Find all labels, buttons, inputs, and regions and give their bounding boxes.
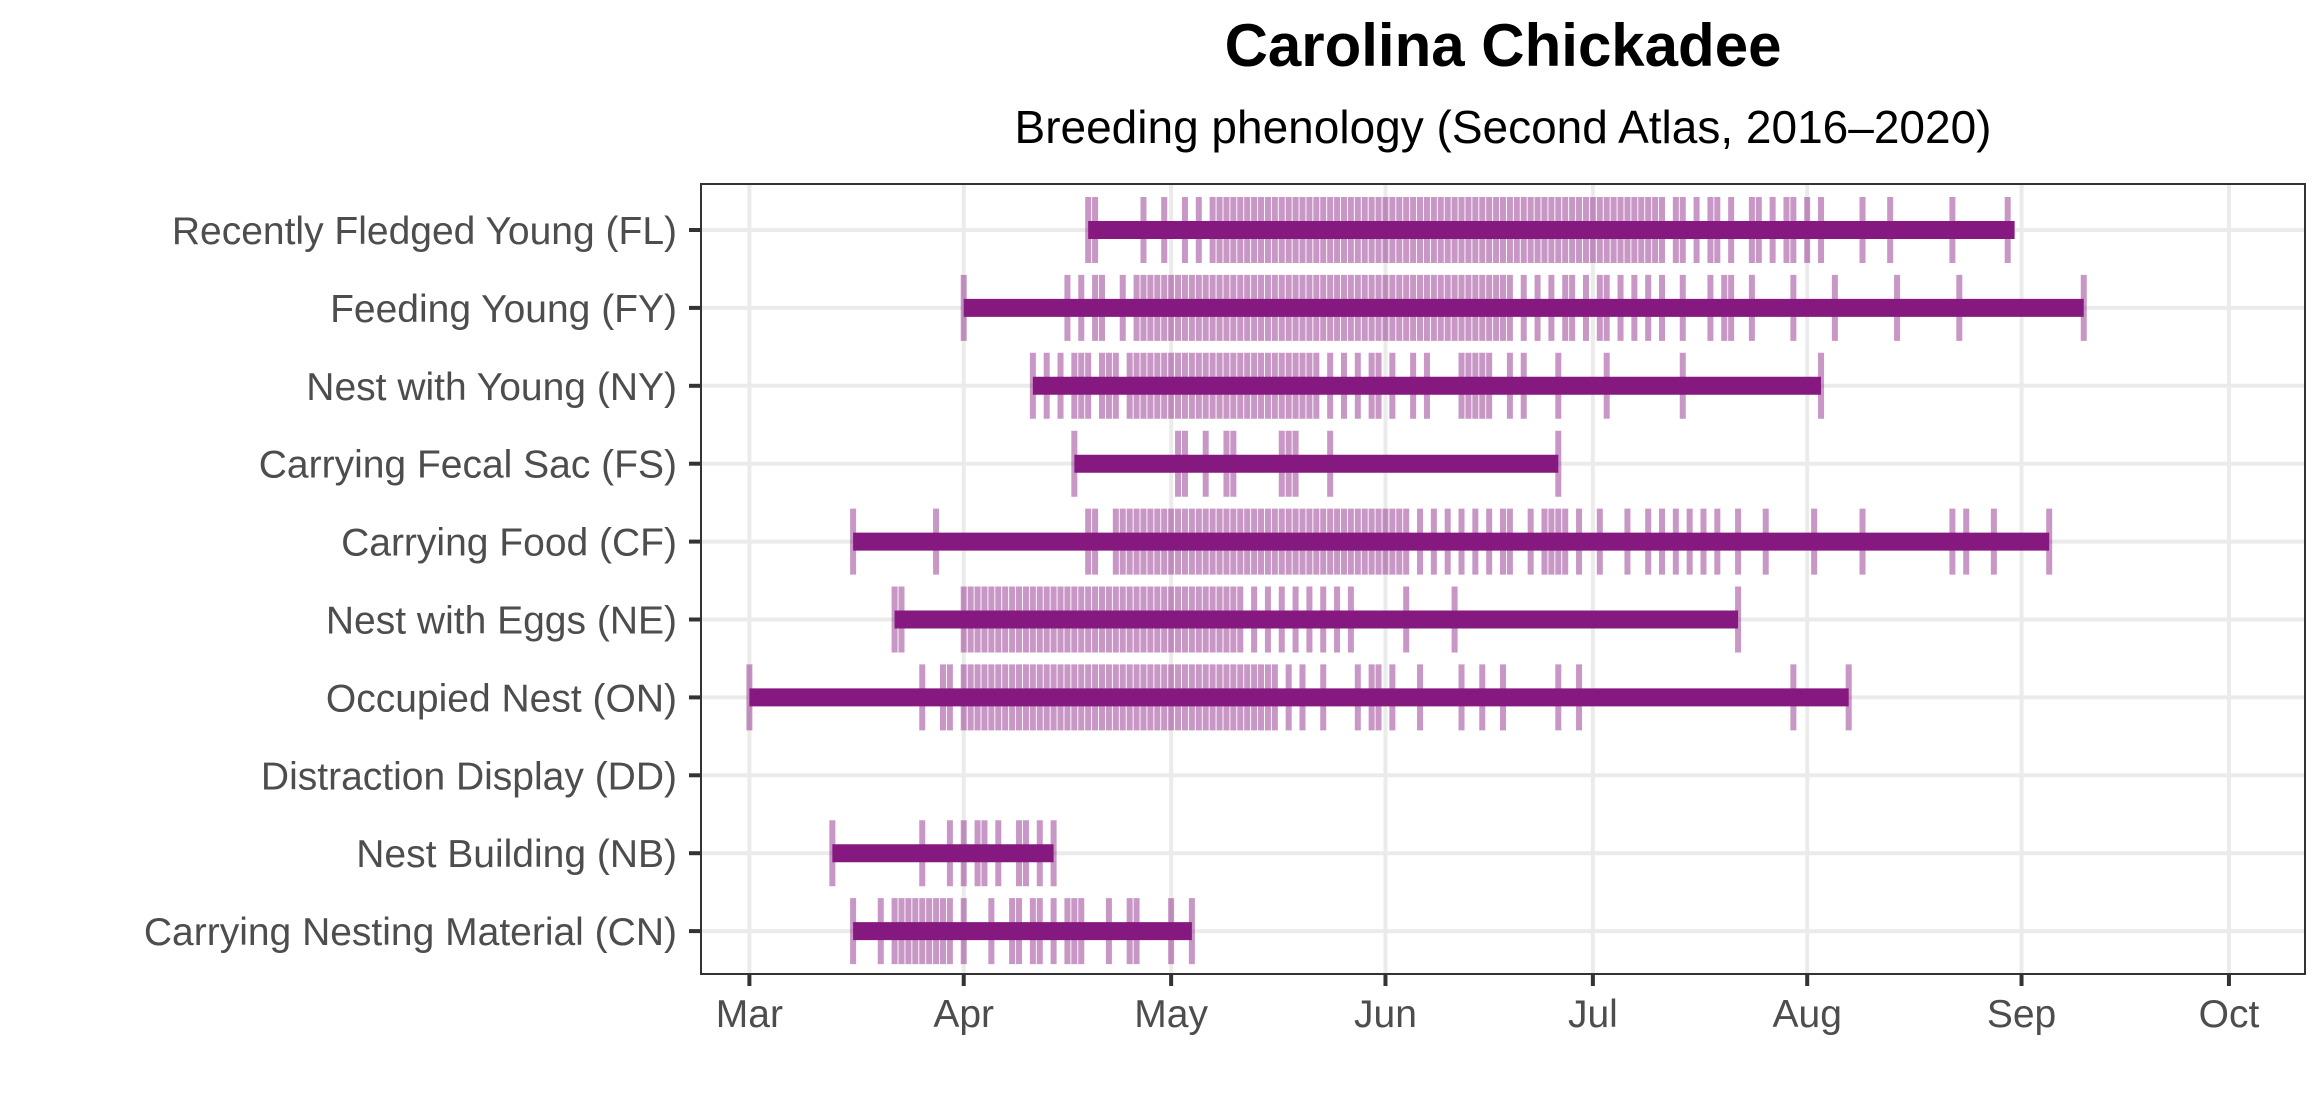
y-label-cf: Carrying Food (CF) xyxy=(341,522,677,565)
range-bars xyxy=(749,221,2084,941)
x-label-may: May xyxy=(1134,993,1208,1036)
panel-border xyxy=(700,183,2306,975)
y-label-on: Occupied Nest (ON) xyxy=(326,677,677,720)
y-label-fl: Recently Fledged Young (FL) xyxy=(172,210,677,253)
chart-title: Carolina Chickadee xyxy=(1225,12,1782,79)
chart-subtitle: Breeding phenology (Second Atlas, 2016–2… xyxy=(1015,101,1992,153)
y-label-ne: Nest with Eggs (NE) xyxy=(326,600,677,643)
x-label-apr: Apr xyxy=(933,993,994,1036)
y-axis: Recently Fledged Young (FL) Feeding Young… xyxy=(144,210,701,954)
y-label-fy: Feeding Young (FY) xyxy=(330,288,677,331)
x-label-jun: Jun xyxy=(1354,993,1417,1036)
x-label-mar: Mar xyxy=(716,993,783,1036)
x-label-sep: Sep xyxy=(1987,993,2056,1036)
x-label-oct: Oct xyxy=(2199,993,2260,1036)
y-label-dd: Distraction Display (DD) xyxy=(261,755,677,798)
x-label-jul: Jul xyxy=(1568,993,1618,1036)
y-label-nb: Nest Building (NB) xyxy=(356,833,677,876)
y-label-fs: Carrying Fecal Sac (FS) xyxy=(259,444,677,487)
x-label-aug: Aug xyxy=(1773,993,1842,1036)
y-label-ny: Nest with Young (NY) xyxy=(306,366,677,409)
x-axis: Mar Apr May Jun Jul Aug Sep Oct xyxy=(716,974,2260,1036)
y-label-cn: Carrying Nesting Material (CN) xyxy=(144,911,677,954)
